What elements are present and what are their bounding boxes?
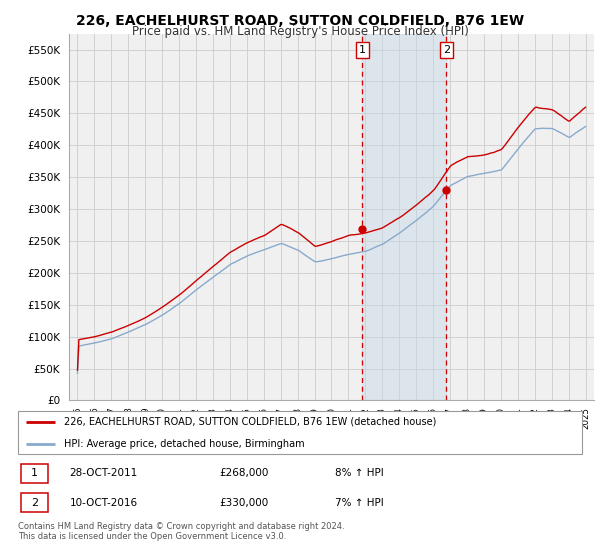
Bar [362,34,446,400]
FancyBboxPatch shape [18,410,582,455]
Text: £268,000: £268,000 [220,468,269,478]
Text: 1: 1 [359,45,366,55]
FancyBboxPatch shape [20,464,48,483]
FancyBboxPatch shape [20,493,48,512]
Text: 8% ↑ HPI: 8% ↑ HPI [335,468,383,478]
Text: 1: 1 [31,468,38,478]
Text: £330,000: £330,000 [220,498,269,508]
Text: Price paid vs. HM Land Registry's House Price Index (HPI): Price paid vs. HM Land Registry's House … [131,25,469,38]
Text: 2: 2 [443,45,450,55]
Text: 226, EACHELHURST ROAD, SUTTON COLDFIELD, B76 1EW (detached house): 226, EACHELHURST ROAD, SUTTON COLDFIELD,… [64,417,436,427]
Text: 28-OCT-2011: 28-OCT-2011 [70,468,138,478]
Text: Contains HM Land Registry data © Crown copyright and database right 2024.
This d: Contains HM Land Registry data © Crown c… [18,522,344,542]
Text: 7% ↑ HPI: 7% ↑ HPI [335,498,383,508]
Text: HPI: Average price, detached house, Birmingham: HPI: Average price, detached house, Birm… [64,438,304,449]
Text: 226, EACHELHURST ROAD, SUTTON COLDFIELD, B76 1EW: 226, EACHELHURST ROAD, SUTTON COLDFIELD,… [76,14,524,28]
Text: 2: 2 [31,498,38,508]
Text: 10-OCT-2016: 10-OCT-2016 [70,498,138,508]
